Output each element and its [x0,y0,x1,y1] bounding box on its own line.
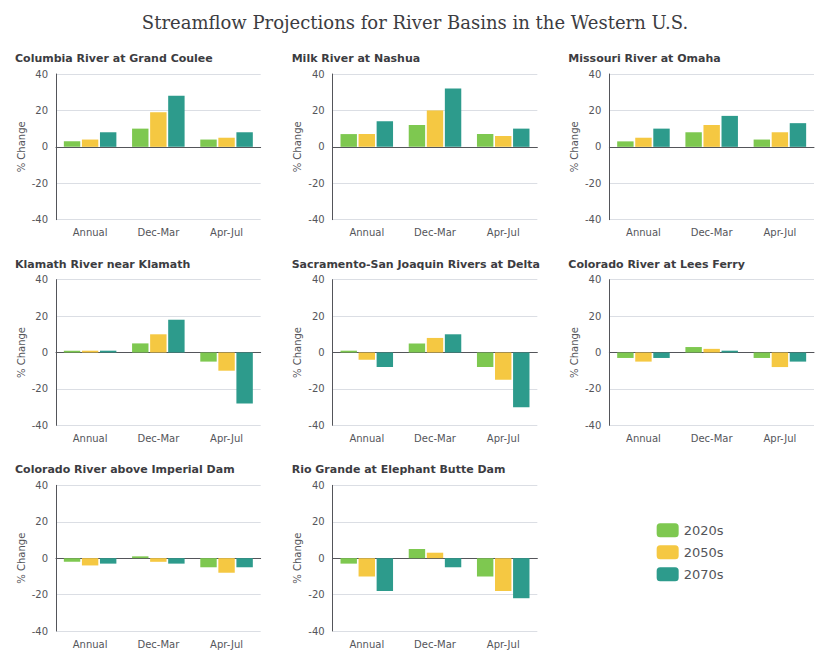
svg-text:Dec-Mar: Dec-Mar [414,433,457,444]
svg-text:0: 0 [318,347,324,358]
svg-text:Dec-Mar: Dec-Mar [137,227,180,238]
svg-text:Apr-Jul: Apr-Jul [487,433,520,444]
svg-text:% Change: % Change [292,327,303,378]
svg-text:Apr-Jul: Apr-Jul [487,639,520,650]
svg-text:-40: -40 [32,214,48,225]
svg-text:% Change: % Change [16,121,27,172]
svg-text:% Change: % Change [16,327,27,378]
svg-text:-20: -20 [32,383,48,394]
svg-text:Streamflow Projections for Riv: Streamflow Projections for River Basins … [142,12,688,33]
svg-text:-20: -20 [32,589,48,600]
svg-text:20: 20 [589,311,602,322]
svg-text:Annual: Annual [349,639,384,650]
svg-text:20: 20 [312,516,325,527]
svg-text:-20: -20 [585,383,601,394]
svg-text:-40: -40 [308,214,324,225]
svg-text:20: 20 [312,105,325,116]
svg-text:-40: -40 [585,420,601,431]
svg-text:0: 0 [42,141,48,152]
svg-text:2020s: 2020s [684,523,724,538]
svg-text:40: 40 [35,480,48,491]
svg-text:Annual: Annual [626,227,661,238]
svg-text:20: 20 [35,311,48,322]
svg-text:40: 40 [312,274,325,285]
svg-text:2050s: 2050s [684,545,724,560]
svg-text:-40: -40 [32,626,48,637]
svg-text:-20: -20 [308,383,324,394]
svg-text:-40: -40 [308,420,324,431]
svg-text:Annual: Annual [626,433,661,444]
svg-text:0: 0 [318,553,324,564]
svg-text:Missouri River at Omaha: Missouri River at Omaha [568,52,720,65]
svg-text:Annual: Annual [349,433,384,444]
svg-text:2070s: 2070s [684,567,724,582]
svg-text:-40: -40 [32,420,48,431]
svg-text:Annual: Annual [73,227,108,238]
svg-text:20: 20 [35,105,48,116]
svg-text:0: 0 [595,141,601,152]
svg-text:0: 0 [595,347,601,358]
svg-text:Milk River at Nashua: Milk River at Nashua [292,52,421,65]
svg-text:0: 0 [42,347,48,358]
svg-text:Dec-Mar: Dec-Mar [691,227,734,238]
svg-text:-20: -20 [32,178,48,189]
svg-text:Annual: Annual [73,639,108,650]
svg-text:Apr-Jul: Apr-Jul [210,227,243,238]
svg-text:Dec-Mar: Dec-Mar [414,639,457,650]
svg-text:Dec-Mar: Dec-Mar [137,639,180,650]
svg-text:-20: -20 [585,178,601,189]
svg-text:-40: -40 [585,214,601,225]
svg-text:% Change: % Change [16,533,27,584]
svg-text:20: 20 [589,105,602,116]
svg-text:40: 40 [35,274,48,285]
svg-text:-40: -40 [308,626,324,637]
svg-text:Sacramento-San Joaquin Rivers: Sacramento-San Joaquin Rivers at Delta [292,258,540,271]
svg-text:20: 20 [312,311,325,322]
svg-text:% Change: % Change [569,121,580,172]
svg-text:Dec-Mar: Dec-Mar [414,227,457,238]
svg-text:0: 0 [42,553,48,564]
svg-text:40: 40 [35,69,48,80]
svg-text:Annual: Annual [349,227,384,238]
svg-text:40: 40 [312,480,325,491]
svg-text:40: 40 [589,274,602,285]
svg-text:Columbia River at Grand Coulee: Columbia River at Grand Coulee [15,52,213,65]
svg-text:Rio Grande at Elephant Butte D: Rio Grande at Elephant Butte Dam [292,463,506,476]
svg-text:% Change: % Change [292,121,303,172]
svg-text:-20: -20 [308,589,324,600]
svg-text:% Change: % Change [292,533,303,584]
svg-text:Apr-Jul: Apr-Jul [487,227,520,238]
svg-text:20: 20 [35,516,48,527]
svg-text:Colorado River above Imperial: Colorado River above Imperial Dam [15,463,235,476]
svg-text:% Change: % Change [569,327,580,378]
svg-text:Dec-Mar: Dec-Mar [691,433,734,444]
svg-text:-20: -20 [308,178,324,189]
svg-text:Apr-Jul: Apr-Jul [763,433,796,444]
svg-text:Colorado River at Lees Ferry: Colorado River at Lees Ferry [568,258,745,271]
svg-text:Apr-Jul: Apr-Jul [210,433,243,444]
svg-text:Annual: Annual [73,433,108,444]
svg-text:40: 40 [312,69,325,80]
svg-text:Klamath River near Klamath: Klamath River near Klamath [15,258,190,271]
svg-text:0: 0 [318,141,324,152]
svg-text:Apr-Jul: Apr-Jul [763,227,796,238]
svg-text:Apr-Jul: Apr-Jul [210,639,243,650]
svg-text:40: 40 [589,69,602,80]
svg-text:Dec-Mar: Dec-Mar [137,433,180,444]
